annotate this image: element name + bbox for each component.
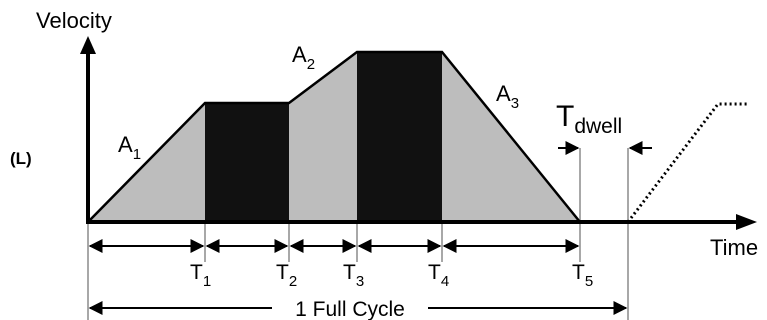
side-label: (L)	[10, 149, 32, 168]
y-axis-arrowhead	[80, 36, 96, 54]
x-axis-arrowhead	[736, 214, 757, 230]
constant-velocity-segment-2	[357, 52, 442, 222]
time-mark-t1: T1	[190, 261, 211, 290]
time-mark-t3: T3	[343, 261, 364, 290]
area-a1-label: A1	[118, 132, 141, 163]
next-cycle-dotted-ramp	[626, 102, 748, 223]
full-cycle-label: 1 Full Cycle	[295, 298, 405, 320]
y-axis-label: Velocity	[36, 8, 112, 33]
profile-regions	[88, 52, 580, 222]
x-axis-label: Time	[710, 235, 758, 260]
velocity-profile-outline	[87, 50, 581, 223]
area-a3-label: A3	[496, 81, 519, 112]
time-mark-t5: T5	[572, 261, 593, 290]
time-mark-t4: T4	[428, 261, 449, 290]
area-a2-region	[289, 52, 357, 222]
constant-velocity-segment-1	[205, 103, 289, 222]
area-a2-label: A2	[292, 42, 315, 73]
dwell-label: Tdwell	[556, 100, 622, 138]
time-mark-t2: T2	[276, 261, 297, 290]
time-guide-lines	[87, 148, 629, 320]
